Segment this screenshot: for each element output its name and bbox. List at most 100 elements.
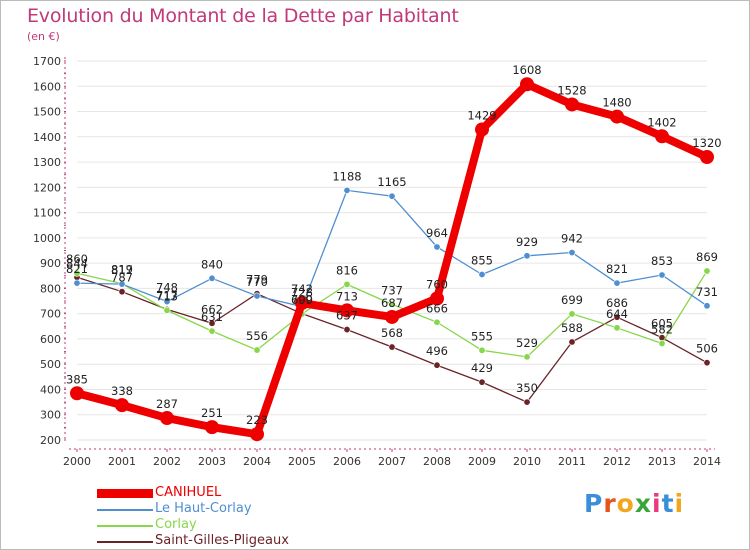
logo-letter: t <box>661 489 675 518</box>
data-point <box>613 279 621 287</box>
data-point <box>388 192 396 200</box>
data-point <box>658 339 666 347</box>
logo-letter: x <box>634 489 652 518</box>
y-tick-label: 900 <box>40 257 61 270</box>
y-tick-label: 1500 <box>33 106 61 119</box>
data-label: 556 <box>246 329 268 343</box>
data-label: 748 <box>156 281 178 295</box>
data-label: 717 <box>156 288 178 302</box>
data-label: 1402 <box>647 115 676 129</box>
data-label: 588 <box>561 321 583 335</box>
data-label: 529 <box>516 336 538 350</box>
x-tick-label: 2006 <box>333 455 361 468</box>
legend-label: CANIHUEL <box>155 485 222 500</box>
data-label: 1188 <box>332 169 361 183</box>
data-label: 223 <box>246 413 268 427</box>
data-label: 819 <box>111 263 133 277</box>
data-label: 737 <box>381 283 403 297</box>
data-label: 666 <box>426 301 448 315</box>
data-point <box>343 280 351 288</box>
data-label: 637 <box>336 309 358 323</box>
data-point <box>523 353 531 361</box>
data-point <box>478 378 486 386</box>
data-label: 699 <box>561 293 583 307</box>
line-chart: 200 300 400 500 600 700 800 900 1000 1100 1200 1300… <box>33 55 722 468</box>
data-point <box>208 319 216 327</box>
data-label: 760 <box>426 278 448 292</box>
data-label: 1165 <box>377 175 406 189</box>
x-tick-label: 2004 <box>243 455 271 468</box>
data-label: 251 <box>201 406 223 420</box>
data-label: 605 <box>651 317 673 331</box>
data-point <box>475 122 489 137</box>
y-tick-label: 700 <box>40 308 61 321</box>
data-point <box>388 343 396 351</box>
data-point <box>388 300 396 308</box>
data-label: 869 <box>696 250 718 264</box>
data-point <box>343 186 351 194</box>
data-label: 742 <box>291 282 313 296</box>
y-tick-label: 1100 <box>33 207 61 220</box>
data-label: 644 <box>606 307 628 321</box>
legend-swatch <box>97 509 153 511</box>
data-label: 713 <box>336 289 358 303</box>
data-point <box>703 267 711 275</box>
data-point <box>610 109 624 124</box>
data-point <box>385 309 399 324</box>
y-tick-label: 800 <box>40 282 61 295</box>
data-point <box>568 249 576 257</box>
x-tick-label: 2010 <box>513 455 541 468</box>
y-tick-label: 1700 <box>33 55 61 68</box>
data-point <box>523 398 531 406</box>
x-tick-label: 2008 <box>423 455 451 468</box>
data-point <box>163 298 171 306</box>
data-label: 350 <box>516 381 538 395</box>
proxiti-logo: Proxiti <box>584 489 684 518</box>
y-tick-label: 600 <box>40 333 61 346</box>
y-tick-label: 1400 <box>33 131 61 144</box>
data-label: 662 <box>201 302 223 316</box>
data-label: 817 <box>111 263 133 277</box>
x-tick-label: 2012 <box>603 455 631 468</box>
x-tick-label: 2005 <box>288 455 316 468</box>
data-point <box>253 346 261 354</box>
data-point <box>703 302 711 310</box>
data-point <box>115 398 129 413</box>
y-tick-label: 1000 <box>33 232 61 245</box>
y-tick-label: 500 <box>40 358 61 371</box>
data-label: 731 <box>696 285 718 299</box>
data-point <box>205 420 219 435</box>
x-tick-label: 2003 <box>198 455 226 468</box>
x-tick-label: 2013 <box>648 455 676 468</box>
data-label: 287 <box>156 397 178 411</box>
data-point <box>613 313 621 321</box>
data-label: 787 <box>111 271 133 285</box>
data-point <box>613 324 621 332</box>
data-point <box>565 97 579 112</box>
data-label: 1429 <box>467 108 496 122</box>
data-label: 686 <box>606 296 628 310</box>
data-point <box>658 271 666 279</box>
data-point <box>568 310 576 318</box>
data-point <box>163 306 171 314</box>
data-label: 821 <box>66 262 88 276</box>
data-point <box>118 288 126 296</box>
chart-title: Evolution du Montant de la Dette par Hab… <box>27 5 459 27</box>
data-point <box>520 77 534 92</box>
data-label: 840 <box>201 257 223 271</box>
legend-swatch <box>97 489 153 498</box>
legend-label: Saint-Gilles-Pligeaux <box>155 533 289 548</box>
data-point <box>430 291 444 306</box>
data-label: 713 <box>156 289 178 303</box>
data-label: 942 <box>561 232 583 246</box>
logo-letter: r <box>603 489 617 518</box>
legend-swatch <box>97 541 153 543</box>
data-label: 844 <box>66 256 88 270</box>
data-label: 728 <box>291 286 313 300</box>
data-label: 582 <box>651 322 673 336</box>
data-point <box>433 318 441 326</box>
y-tick-label: 1600 <box>33 80 61 93</box>
data-label: 687 <box>381 296 403 310</box>
data-point <box>700 150 714 165</box>
data-label: 1480 <box>602 96 631 110</box>
